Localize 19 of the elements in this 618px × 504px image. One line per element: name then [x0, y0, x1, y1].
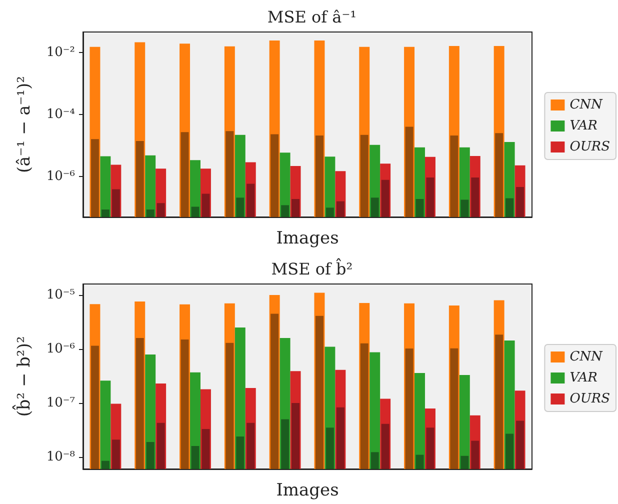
y-tick-label: 10⁻⁶: [46, 169, 75, 184]
y-axis-title: (â⁻¹ − a⁻¹)²: [14, 76, 34, 173]
legend-label: OURS: [570, 392, 610, 406]
legend-label: CNN: [570, 350, 604, 364]
y-tick-label: 10⁻⁴: [46, 106, 75, 122]
chart-title: MSE of â⁻¹: [267, 8, 357, 26]
y-tick-label: 10⁻⁷: [46, 396, 75, 411]
legend-label: VAR: [570, 118, 598, 134]
y-tick-label: 10⁻²: [46, 44, 75, 60]
y-tick-label: 10⁻⁶: [46, 342, 75, 357]
x-axis-title: Images: [276, 480, 339, 500]
y-axis-title: (b̂² − b²)²: [12, 336, 34, 417]
y-tick-label: 10⁻⁵: [46, 288, 75, 303]
legend-label: VAR: [570, 370, 598, 386]
chart-title: MSE of b̂²: [271, 258, 353, 278]
x-axis-title: Images: [276, 228, 339, 248]
legend-label: CNN: [570, 98, 604, 112]
legend-label: OURS: [570, 140, 610, 154]
y-tick-label: 10⁻⁸: [46, 450, 75, 465]
